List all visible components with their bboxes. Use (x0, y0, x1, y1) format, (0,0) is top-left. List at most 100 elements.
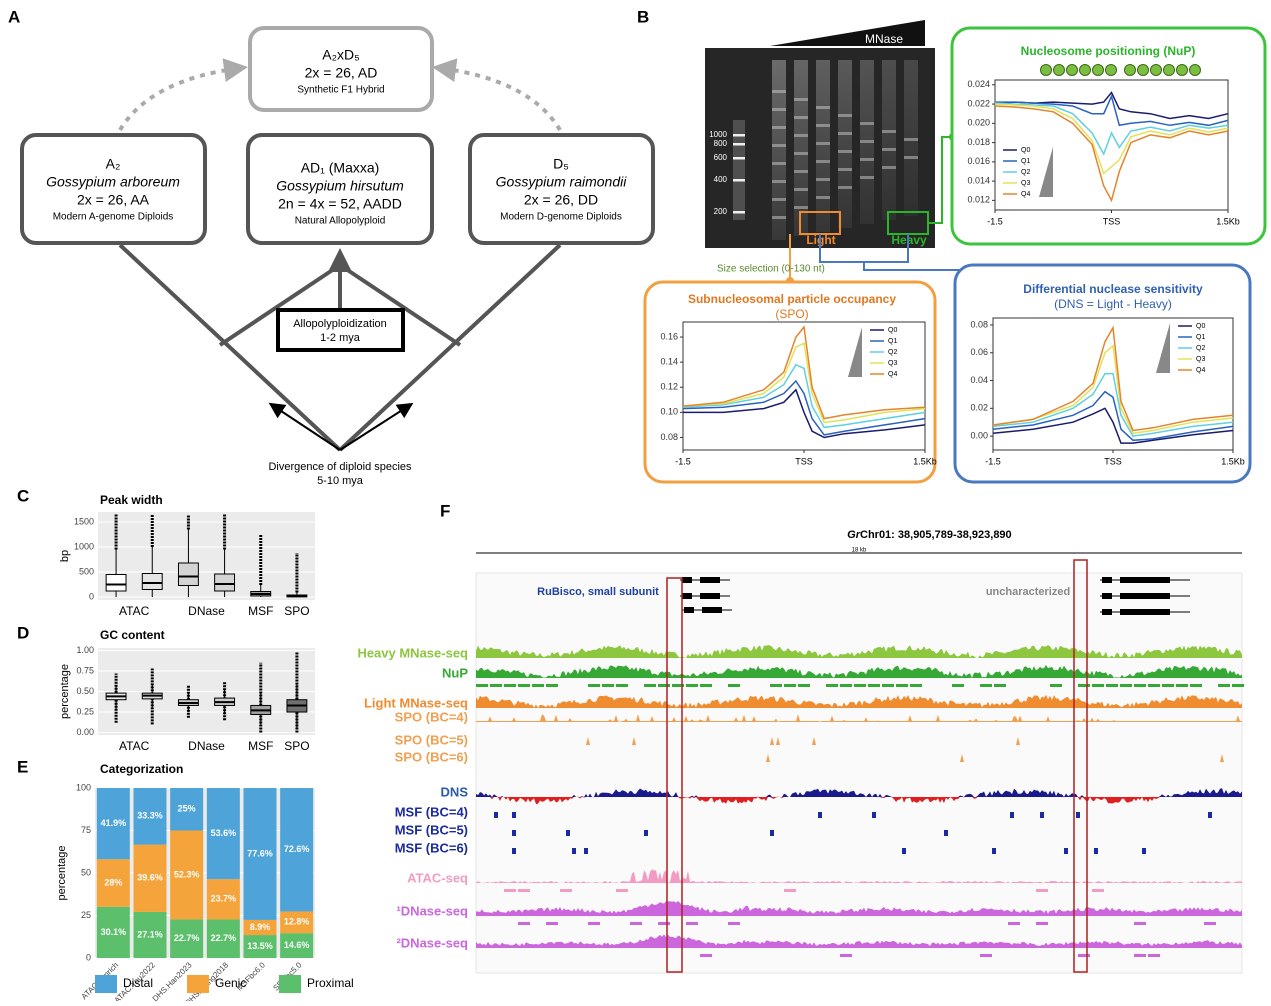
peak-call (854, 684, 866, 687)
ladder-band (733, 179, 745, 182)
gene-annotation: uncharacterized (986, 586, 1070, 598)
peak-call (616, 889, 628, 892)
value-label: 22.7% (211, 933, 237, 943)
dotted-arrow (432, 58, 562, 132)
ladder-label: 800 (714, 139, 728, 148)
chart-subtitle: (SPO) (775, 307, 808, 321)
bar-segment (96, 906, 130, 958)
y-tick-label: 0.08 (660, 432, 678, 442)
y-tick-label: 0.014 (967, 175, 990, 185)
node-text: Modern A-genome Diploids (53, 212, 174, 223)
value-label: 12.8% (284, 917, 310, 927)
band (838, 132, 852, 135)
bar-segment (133, 788, 167, 845)
peak-call (588, 922, 600, 925)
band (904, 138, 918, 141)
track-block (1094, 848, 1098, 854)
lane (816, 60, 830, 232)
peak-call (560, 889, 572, 892)
track-block (1076, 812, 1080, 818)
node-box (468, 133, 655, 245)
y-tick-label: 0.020 (967, 118, 990, 128)
peak-call (602, 684, 614, 687)
y-tick-label: 50 (81, 867, 91, 877)
legend-label: Genic (215, 976, 246, 990)
value-label: 22.7% (174, 933, 200, 943)
x-tick-label: -1.5 (675, 456, 691, 466)
legend-label: Q1 (1196, 334, 1205, 341)
node-box (246, 133, 434, 245)
node-text: Natural Allopolyploid (295, 216, 386, 227)
exon (1102, 577, 1112, 583)
y-tick-label: 0.02 (970, 403, 988, 413)
legend-label: Q0 (888, 327, 897, 334)
node-text: 2n = 4x = 52, AADD (278, 196, 402, 212)
series-line (682, 325, 926, 420)
bar-segment (243, 919, 277, 936)
peak-call (952, 684, 964, 687)
bar-segment (96, 859, 130, 907)
value-label: 13.5% (247, 941, 273, 951)
series-line (992, 390, 1234, 442)
box (141, 573, 163, 590)
gel: MNase 1000 800 600 400 200 Light Heavy S… (705, 20, 979, 285)
peak-call (1176, 684, 1188, 687)
bar-segment (206, 788, 240, 880)
y-tick-label: 25 (81, 910, 91, 920)
peak-call (1134, 922, 1146, 925)
peak-call (490, 684, 502, 687)
peak-call (658, 684, 670, 687)
x-tick-label: ATAC (119, 604, 150, 618)
bar-segment (170, 919, 204, 958)
peak-call (686, 922, 698, 925)
bar-segment (170, 788, 204, 831)
plot-bg (98, 512, 315, 600)
legend-label: Q1 (1021, 158, 1030, 165)
node-text: 2x = 26, AD (305, 65, 378, 81)
x-tick-label: MSF (248, 739, 273, 753)
track-label: SPO (BC=6) (395, 749, 468, 764)
value-label: 8.9% (250, 922, 271, 932)
exon (682, 593, 692, 599)
band (794, 152, 808, 155)
event-box (276, 308, 405, 352)
peak-call (1078, 684, 1090, 687)
band (816, 178, 830, 181)
browser-area (475, 572, 1243, 974)
band (816, 142, 830, 145)
heavy-label: Heavy (891, 233, 927, 247)
y-tick-label: 0.16 (660, 331, 678, 341)
y-tick-label: 0.10 (660, 407, 678, 417)
y-tick-label: 1000 (74, 541, 94, 551)
bead (1066, 64, 1078, 76)
track-label: NuP (442, 665, 468, 680)
chart-title: Categorization (100, 762, 183, 776)
peak-call (1148, 954, 1160, 957)
track-signal (476, 714, 1242, 722)
y-tick-label: 0.50 (76, 686, 94, 696)
band (816, 160, 830, 163)
x-tick-label: 1.5Kb (1221, 456, 1245, 466)
peak-call (686, 684, 698, 687)
peak-call (728, 684, 740, 687)
track-block (494, 812, 498, 818)
x-tick-label: MSF (248, 604, 273, 618)
ladder-band (733, 157, 745, 160)
band (772, 90, 786, 93)
panel-label: E (17, 757, 28, 776)
chart-subtitle: (DNS = Light - Heavy) (1054, 297, 1172, 311)
legend-swatch (187, 975, 209, 993)
exon (1102, 609, 1112, 615)
legend-label: Q2 (888, 349, 897, 356)
node-box (20, 133, 207, 245)
peak-call (770, 684, 782, 687)
peak-call (1134, 954, 1146, 957)
track-signal (476, 869, 1242, 883)
gel-lanes (733, 60, 918, 240)
y-axis-label: percentage (56, 845, 68, 900)
exon (682, 577, 692, 583)
x-tick-label: ATAC (119, 739, 150, 753)
bar-segment (170, 830, 204, 920)
legend-gradient (1156, 323, 1170, 373)
